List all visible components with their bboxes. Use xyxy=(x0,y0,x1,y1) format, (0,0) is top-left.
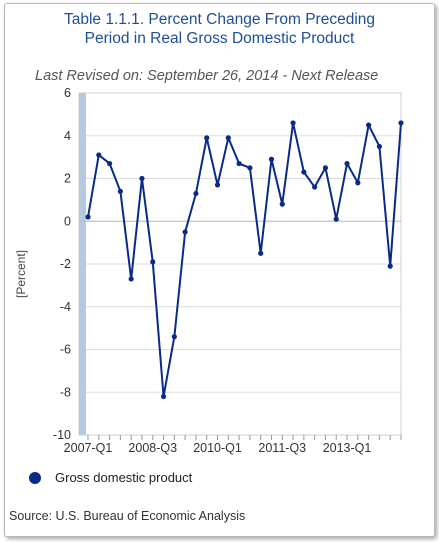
data-point xyxy=(333,216,339,222)
chart-subtitle: Last Revised on: September 26, 2014 - Ne… xyxy=(35,68,379,84)
data-point xyxy=(366,122,372,128)
x-tick-label: 2007-Q1 xyxy=(64,441,113,455)
x-tick-label: 2010-Q1 xyxy=(193,441,242,455)
data-point xyxy=(214,182,221,188)
data-point xyxy=(290,120,296,126)
data-point xyxy=(106,160,113,167)
data-point xyxy=(355,180,361,186)
data-point xyxy=(160,393,167,400)
data-point xyxy=(312,184,318,190)
chart-title-line-2: Period in Real Gross Domestic Product xyxy=(84,30,355,47)
x-tick-label: 2011-Q3 xyxy=(258,441,306,455)
data-point xyxy=(258,250,264,256)
data-point xyxy=(387,263,393,269)
chart-frame: Table 1.1.1. Percent Change From Precedi… xyxy=(4,3,435,537)
data-point xyxy=(247,165,253,171)
data-point xyxy=(96,152,102,158)
source-note: Source: U.S. Bureau of Economic Analysis xyxy=(9,509,246,523)
y-tick-label: 4 xyxy=(64,129,71,143)
data-point xyxy=(398,120,404,126)
y-tick-label: 0 xyxy=(64,214,71,228)
data-point xyxy=(182,229,188,235)
data-point xyxy=(171,334,177,340)
data-point xyxy=(225,135,231,141)
data-point xyxy=(128,276,134,282)
line-chart: 6 4 2 0 -2 -4 -6 -8 -10 [Percent] 2007-Q1 2008-Q3 20… xyxy=(14,86,404,455)
data-point xyxy=(193,190,199,197)
y-tick-label: -2 xyxy=(60,257,71,271)
chart-title-line-1: Table 1.1.1. Percent Change From Precedi… xyxy=(63,11,376,28)
y-tick-label: 6 xyxy=(64,86,71,100)
series-line xyxy=(87,121,402,397)
data-point xyxy=(85,214,91,220)
y-tick-label: -6 xyxy=(60,343,71,357)
data-point xyxy=(344,160,350,167)
y-tick-label: -4 xyxy=(60,300,71,314)
y-tick-label: -8 xyxy=(60,385,71,399)
legend-label: Gross domestic product xyxy=(55,470,193,485)
chart-title: Table 1.1.1. Percent Change From Precedi… xyxy=(5,10,434,48)
data-point xyxy=(376,143,383,150)
shaded-band xyxy=(79,93,86,435)
y-axis-label: [Percent] xyxy=(14,250,28,298)
y-tick-label: -10 xyxy=(53,428,71,442)
data-point xyxy=(301,169,307,175)
data-point xyxy=(268,156,275,162)
data-point xyxy=(279,201,285,207)
data-point xyxy=(150,259,156,265)
data-point xyxy=(117,188,123,194)
data-point xyxy=(204,135,210,141)
legend[interactable]: Gross domestic product xyxy=(29,470,192,485)
data-point xyxy=(236,160,242,167)
x-tick-label: 2008-Q3 xyxy=(128,441,177,455)
data-point xyxy=(139,175,145,182)
legend-marker xyxy=(29,471,41,484)
y-tick-label: 2 xyxy=(64,172,71,186)
x-tick-label: 2013-Q1 xyxy=(323,441,372,455)
data-point xyxy=(322,165,329,171)
